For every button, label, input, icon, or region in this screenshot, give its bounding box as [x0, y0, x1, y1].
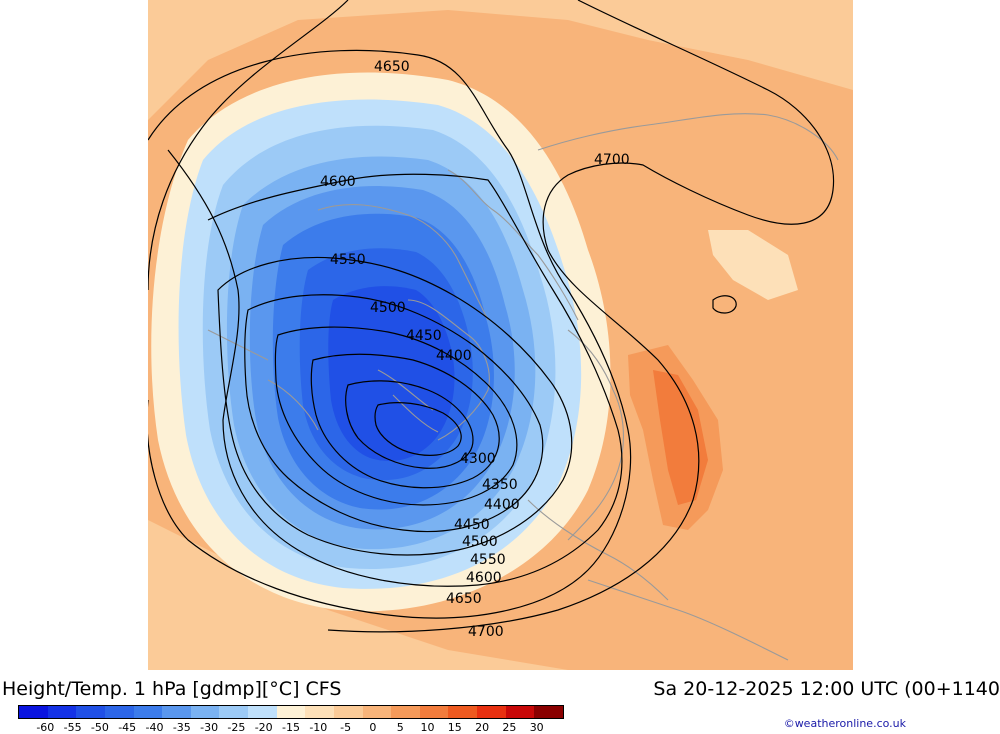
map-title: Height/Temp. 1 hPa [gdmp][°C] CFS — [2, 678, 342, 700]
colorbar-swatch — [248, 706, 277, 718]
colorbar-label: -55 — [63, 721, 82, 734]
cold-core — [328, 286, 455, 461]
colorbar-label: -10 — [309, 721, 328, 734]
contour-label-4500-top: 4500 — [370, 300, 406, 316]
colorbar-label: -5 — [340, 721, 352, 734]
coastlines — [207, 113, 839, 661]
colorbar-swatch — [276, 706, 306, 718]
colorbar-swatch — [534, 706, 563, 718]
colorbar-label: -60 — [36, 721, 55, 734]
colorbar-label: 5 — [396, 721, 404, 734]
colorbar-swatch — [76, 706, 105, 718]
colorbar-swatch — [162, 706, 191, 718]
contour-label-4600-top: 4600 — [320, 174, 356, 190]
contour-4500 — [244, 294, 544, 533]
contour-label-4550-bottom: 4550 — [470, 552, 506, 568]
colorbar-swatch — [104, 706, 134, 718]
contour-labels: 4650 4700 4600 4550 4500 4450 4400 4300 … — [320, 59, 630, 640]
colorbar-swatch — [477, 706, 506, 718]
colorbar-label: -30 — [200, 721, 219, 734]
contour-4550 — [217, 256, 573, 556]
warm-patch-south — [148, 520, 568, 670]
contour-label-4700-top: 4700 — [594, 152, 630, 168]
valid-datetime: Sa 20-12-2025 12:00 UTC (00+1140 — [653, 678, 1000, 700]
contour-label-4300: 4300 — [460, 451, 496, 467]
contour-label-4700-bottom: 4700 — [468, 624, 504, 640]
temperature-colorbar — [18, 705, 564, 719]
colorbar-swatch — [190, 706, 220, 718]
colorbar-label: -45 — [118, 721, 137, 734]
contour-label-4450-top: 4450 — [406, 328, 442, 344]
colorbar-swatch — [362, 706, 392, 718]
contour-4650 — [148, 49, 632, 619]
warm-patch-north — [148, 0, 853, 120]
map-panel: 4650 4700 4600 4550 4500 4450 4400 4300 … — [148, 0, 853, 670]
colorbar-swatch — [505, 706, 535, 718]
colorbar-label: -50 — [90, 721, 109, 734]
contour-label-4500-bottom: 4500 — [462, 534, 498, 550]
colorbar-swatch — [391, 706, 420, 718]
colorbar-swatch — [219, 706, 248, 718]
colorbar-label: 10 — [420, 721, 435, 734]
contour-4450 — [274, 326, 518, 506]
contour-4700 — [327, 0, 835, 633]
colorbar-label: 30 — [529, 721, 544, 734]
contour-label-4650-top: 4650 — [374, 59, 410, 75]
contour-label-4350: 4350 — [482, 477, 518, 493]
colorbar-swatch — [19, 706, 48, 718]
contour-label-4400-bottom: 4400 — [484, 497, 520, 513]
colorbar-label: 0 — [369, 721, 377, 734]
colorbar-label: 25 — [502, 721, 517, 734]
colorbar-swatch — [133, 706, 163, 718]
contour-label-4450-bottom: 4450 — [454, 517, 490, 533]
warm-anomaly-inner — [653, 370, 708, 505]
contour-4700-west — [148, 0, 349, 291]
contour-4600 — [167, 149, 623, 587]
colorbar-label: 15 — [447, 721, 462, 734]
colorbar-swatch — [47, 706, 77, 718]
colorbar-label: -40 — [145, 721, 164, 734]
colorbar-swatch — [448, 706, 477, 718]
contour-label-4550-top: 4550 — [330, 252, 366, 268]
contour-4350 — [345, 380, 474, 469]
contour-label-4650-bottom: 4650 — [446, 591, 482, 607]
colorbar-swatch — [419, 706, 449, 718]
warm-patch-east — [708, 230, 798, 300]
colorbar-swatch — [305, 706, 334, 718]
contour-4700-small-loop — [712, 295, 737, 314]
map-svg: 4650 4700 4600 4550 4500 4450 4400 4300 … — [148, 0, 853, 670]
colorbar-label: -20 — [254, 721, 273, 734]
colorbar-label: -25 — [227, 721, 246, 734]
colorbar-label: -35 — [172, 721, 191, 734]
colorbar-labels: -60 -55 -50 -45 -40 -35 -30 -25 -20 -15 -10 -5 0 5 10 1… — [18, 721, 564, 734]
height-contours — [148, 0, 835, 633]
colorbar-label: -15 — [282, 721, 300, 734]
contour-label-4600-bottom: 4600 — [466, 570, 502, 586]
colorbar-label: 20 — [475, 721, 490, 734]
contour-4400 — [310, 353, 500, 489]
credit-link[interactable]: ©weatheronline.co.uk — [783, 717, 906, 730]
colorbar-swatch — [333, 706, 363, 718]
contour-label-4400-top: 4400 — [436, 348, 472, 364]
contour-4300 — [374, 402, 462, 456]
